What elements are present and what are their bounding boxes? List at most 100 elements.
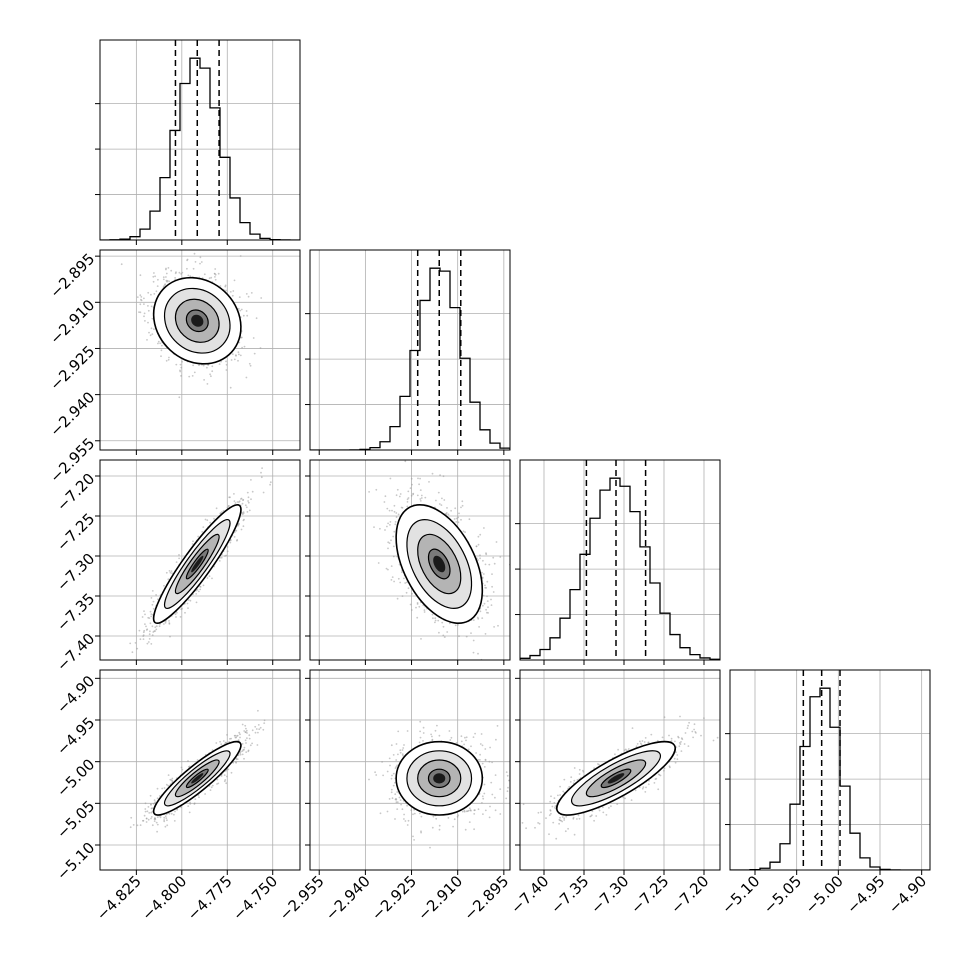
- scatter-point: [225, 289, 227, 292]
- scatter-point: [208, 575, 211, 578]
- scatter-point: [232, 761, 235, 764]
- scatter-point: [419, 477, 421, 480]
- scatter-point: [222, 740, 225, 742]
- scatter-point: [150, 803, 152, 806]
- scatter-point: [684, 732, 687, 734]
- scatter-point: [389, 524, 391, 526]
- scatter-point: [417, 477, 419, 480]
- scatter-point: [186, 258, 189, 261]
- scatter-point: [202, 526, 205, 528]
- scatter-point: [488, 760, 491, 763]
- scatter-point: [230, 359, 233, 361]
- scatter-point: [368, 778, 370, 781]
- scatter-point: [178, 396, 181, 399]
- scatter-point: [563, 817, 566, 820]
- scatter-point: [390, 539, 392, 542]
- scatter-point: [138, 311, 140, 313]
- scatter-point: [178, 271, 181, 274]
- scatter-point: [482, 573, 485, 575]
- scatter-point: [395, 516, 398, 518]
- scatter-point: [165, 279, 168, 282]
- scatter-point: [410, 494, 413, 497]
- scatter-point: [482, 813, 484, 815]
- histogram-panel-3: [725, 669, 931, 875]
- scatter-point: [673, 757, 676, 760]
- scatter-point: [384, 529, 386, 531]
- scatter-point: [374, 771, 376, 774]
- scatter-point: [240, 498, 242, 500]
- scatter-point: [447, 817, 450, 819]
- scatter-point: [246, 737, 248, 739]
- scatter-point: [483, 527, 485, 529]
- scatter-point: [236, 539, 239, 541]
- scatter-point: [479, 743, 482, 745]
- scatter-point: [248, 734, 251, 737]
- x-tick-label-3-4: −4.90: [885, 872, 930, 917]
- scatter-point: [670, 737, 673, 740]
- scatter-point: [641, 740, 644, 742]
- density-panel-3-0: [95, 669, 301, 875]
- scatter-point: [196, 588, 199, 591]
- scatter-point: [655, 777, 658, 780]
- scatter-point: [249, 364, 252, 367]
- scatter-point: [188, 375, 191, 378]
- scatter-point: [251, 729, 254, 732]
- scatter-point: [161, 787, 164, 790]
- scatter-point: [151, 317, 154, 320]
- scatter-point: [653, 782, 656, 784]
- scatter-point: [146, 642, 149, 645]
- scatter-point: [406, 804, 408, 807]
- scatter-point: [419, 720, 422, 723]
- scatter-point: [411, 592, 413, 595]
- scatter-point: [419, 500, 422, 502]
- scatter-point: [166, 824, 169, 827]
- scatter-point: [390, 565, 393, 567]
- scatter-point: [396, 764, 398, 767]
- scatter-point: [477, 617, 480, 620]
- scatter-point: [399, 799, 402, 801]
- scatter-point: [517, 582, 519, 584]
- scatter-point: [189, 275, 192, 277]
- scatter-point: [447, 513, 450, 516]
- scatter-point: [569, 781, 572, 783]
- scatter-point: [260, 471, 262, 474]
- scatter-point: [395, 801, 398, 804]
- scatter-point: [187, 607, 189, 609]
- scatter-point: [396, 791, 399, 793]
- scatter-point: [453, 518, 456, 520]
- scatter-point: [174, 277, 177, 279]
- scatter-point: [550, 812, 552, 815]
- scatter-point: [537, 822, 539, 824]
- scatter-point: [398, 796, 401, 799]
- scatter-point: [155, 821, 158, 824]
- scatter-point: [245, 729, 248, 732]
- scatter-point: [573, 767, 576, 769]
- contour-line-3: [395, 504, 484, 625]
- scatter-point: [413, 839, 415, 841]
- scatter-point: [219, 285, 222, 287]
- scatter-point: [151, 824, 154, 827]
- scatter-point: [431, 735, 433, 738]
- x-tick-label-0-1: −4.800: [138, 872, 190, 924]
- scatter-point: [156, 797, 159, 800]
- scatter-point: [481, 617, 484, 619]
- scatter-point: [136, 647, 139, 650]
- scatter-point: [153, 820, 156, 822]
- scatter-point: [548, 814, 551, 817]
- panel-frame: [99, 39, 301, 241]
- x-tick-label-3-2: −5.00: [802, 872, 847, 917]
- scatter-point: [147, 806, 150, 808]
- scatter-point: [663, 769, 665, 772]
- scatter-point: [487, 606, 489, 609]
- scatter-point: [180, 366, 183, 369]
- scatter-point: [418, 812, 421, 815]
- scatter-point: [159, 816, 162, 819]
- scatter-point: [631, 727, 634, 729]
- scatter-point: [423, 611, 426, 613]
- scatter-point: [474, 732, 476, 735]
- scatter-point: [168, 280, 171, 283]
- scatter-point: [435, 817, 438, 820]
- panel-frame: [99, 459, 301, 661]
- scatter-point: [496, 725, 499, 727]
- scatter-point: [488, 563, 491, 566]
